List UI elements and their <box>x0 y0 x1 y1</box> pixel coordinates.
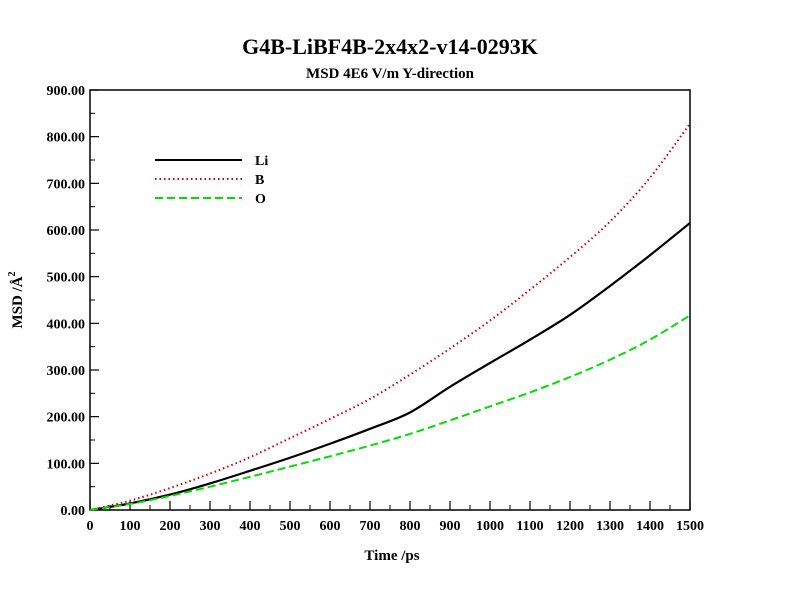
y-axis: 0.00 100.00 200.00 300.00 400.00 500.00 600.00… <box>47 84 99 519</box>
y-tick-label: 700.00 <box>47 177 86 192</box>
x-tick-label: 1400 <box>636 519 664 534</box>
legend: Li BO <box>155 154 268 207</box>
chart-subtitle: MSD 4E6 V/m Y-direction <box>306 66 475 82</box>
y-tick-label: 900.00 <box>47 84 86 99</box>
x-tick-label: 400 <box>240 519 261 534</box>
x-tick-label: 700 <box>360 519 381 534</box>
x-tick-label: 1200 <box>556 519 584 534</box>
series-layer <box>89 123 691 512</box>
plot-frame <box>89 89 691 511</box>
y-tick-label: 500.00 <box>47 271 86 286</box>
y-axis-label: MSD /Å2 <box>7 271 26 328</box>
y-axis-label-superscript: 2 <box>7 271 18 276</box>
x-tick-label: 1000 <box>476 519 504 534</box>
y-tick-label: 600.00 <box>47 224 86 239</box>
y-tick-label: 100.00 <box>47 457 86 472</box>
x-tick-label: 1500 <box>676 519 704 534</box>
x-tick-label: 600 <box>320 519 341 534</box>
y-tick-label: 300.00 <box>47 364 86 379</box>
x-tick-label: 800 <box>400 519 421 534</box>
x-tick-label: 0 <box>87 519 94 534</box>
x-tick-label: 900 <box>440 519 461 534</box>
x-tick-label: 100 <box>120 519 141 534</box>
x-tick-label: 300 <box>200 519 221 534</box>
y-axis-label-group: MSD /Å2 <box>7 271 26 328</box>
x-tick-label: 200 <box>160 519 181 534</box>
y-tick-label: 200.00 <box>47 411 86 426</box>
chart-title: G4B-LiBF4B-2x4x2-v14-0293K <box>242 34 538 59</box>
series-line-li <box>89 222 691 512</box>
x-tick-label: 1100 <box>516 519 543 534</box>
y-tick-label: 0.00 <box>61 504 86 519</box>
y-axis-label-text: MSD /Å <box>10 276 26 328</box>
x-tick-label: 500 <box>280 519 301 534</box>
series-line-o <box>89 314 691 511</box>
x-axis-label: Time /ps <box>364 548 419 564</box>
y-tick-label: 400.00 <box>47 317 86 332</box>
legend-label-li: Li <box>255 154 268 169</box>
series-line-b <box>89 123 691 511</box>
legend-label-o: O <box>255 192 266 207</box>
x-axis: 0 100 200 300 400 500 600 700 800 900 1000 1100 1200… <box>87 501 704 534</box>
legend-label-b: B <box>255 173 264 188</box>
y-tick-label: 800.00 <box>47 131 86 146</box>
x-tick-label: 1300 <box>596 519 624 534</box>
